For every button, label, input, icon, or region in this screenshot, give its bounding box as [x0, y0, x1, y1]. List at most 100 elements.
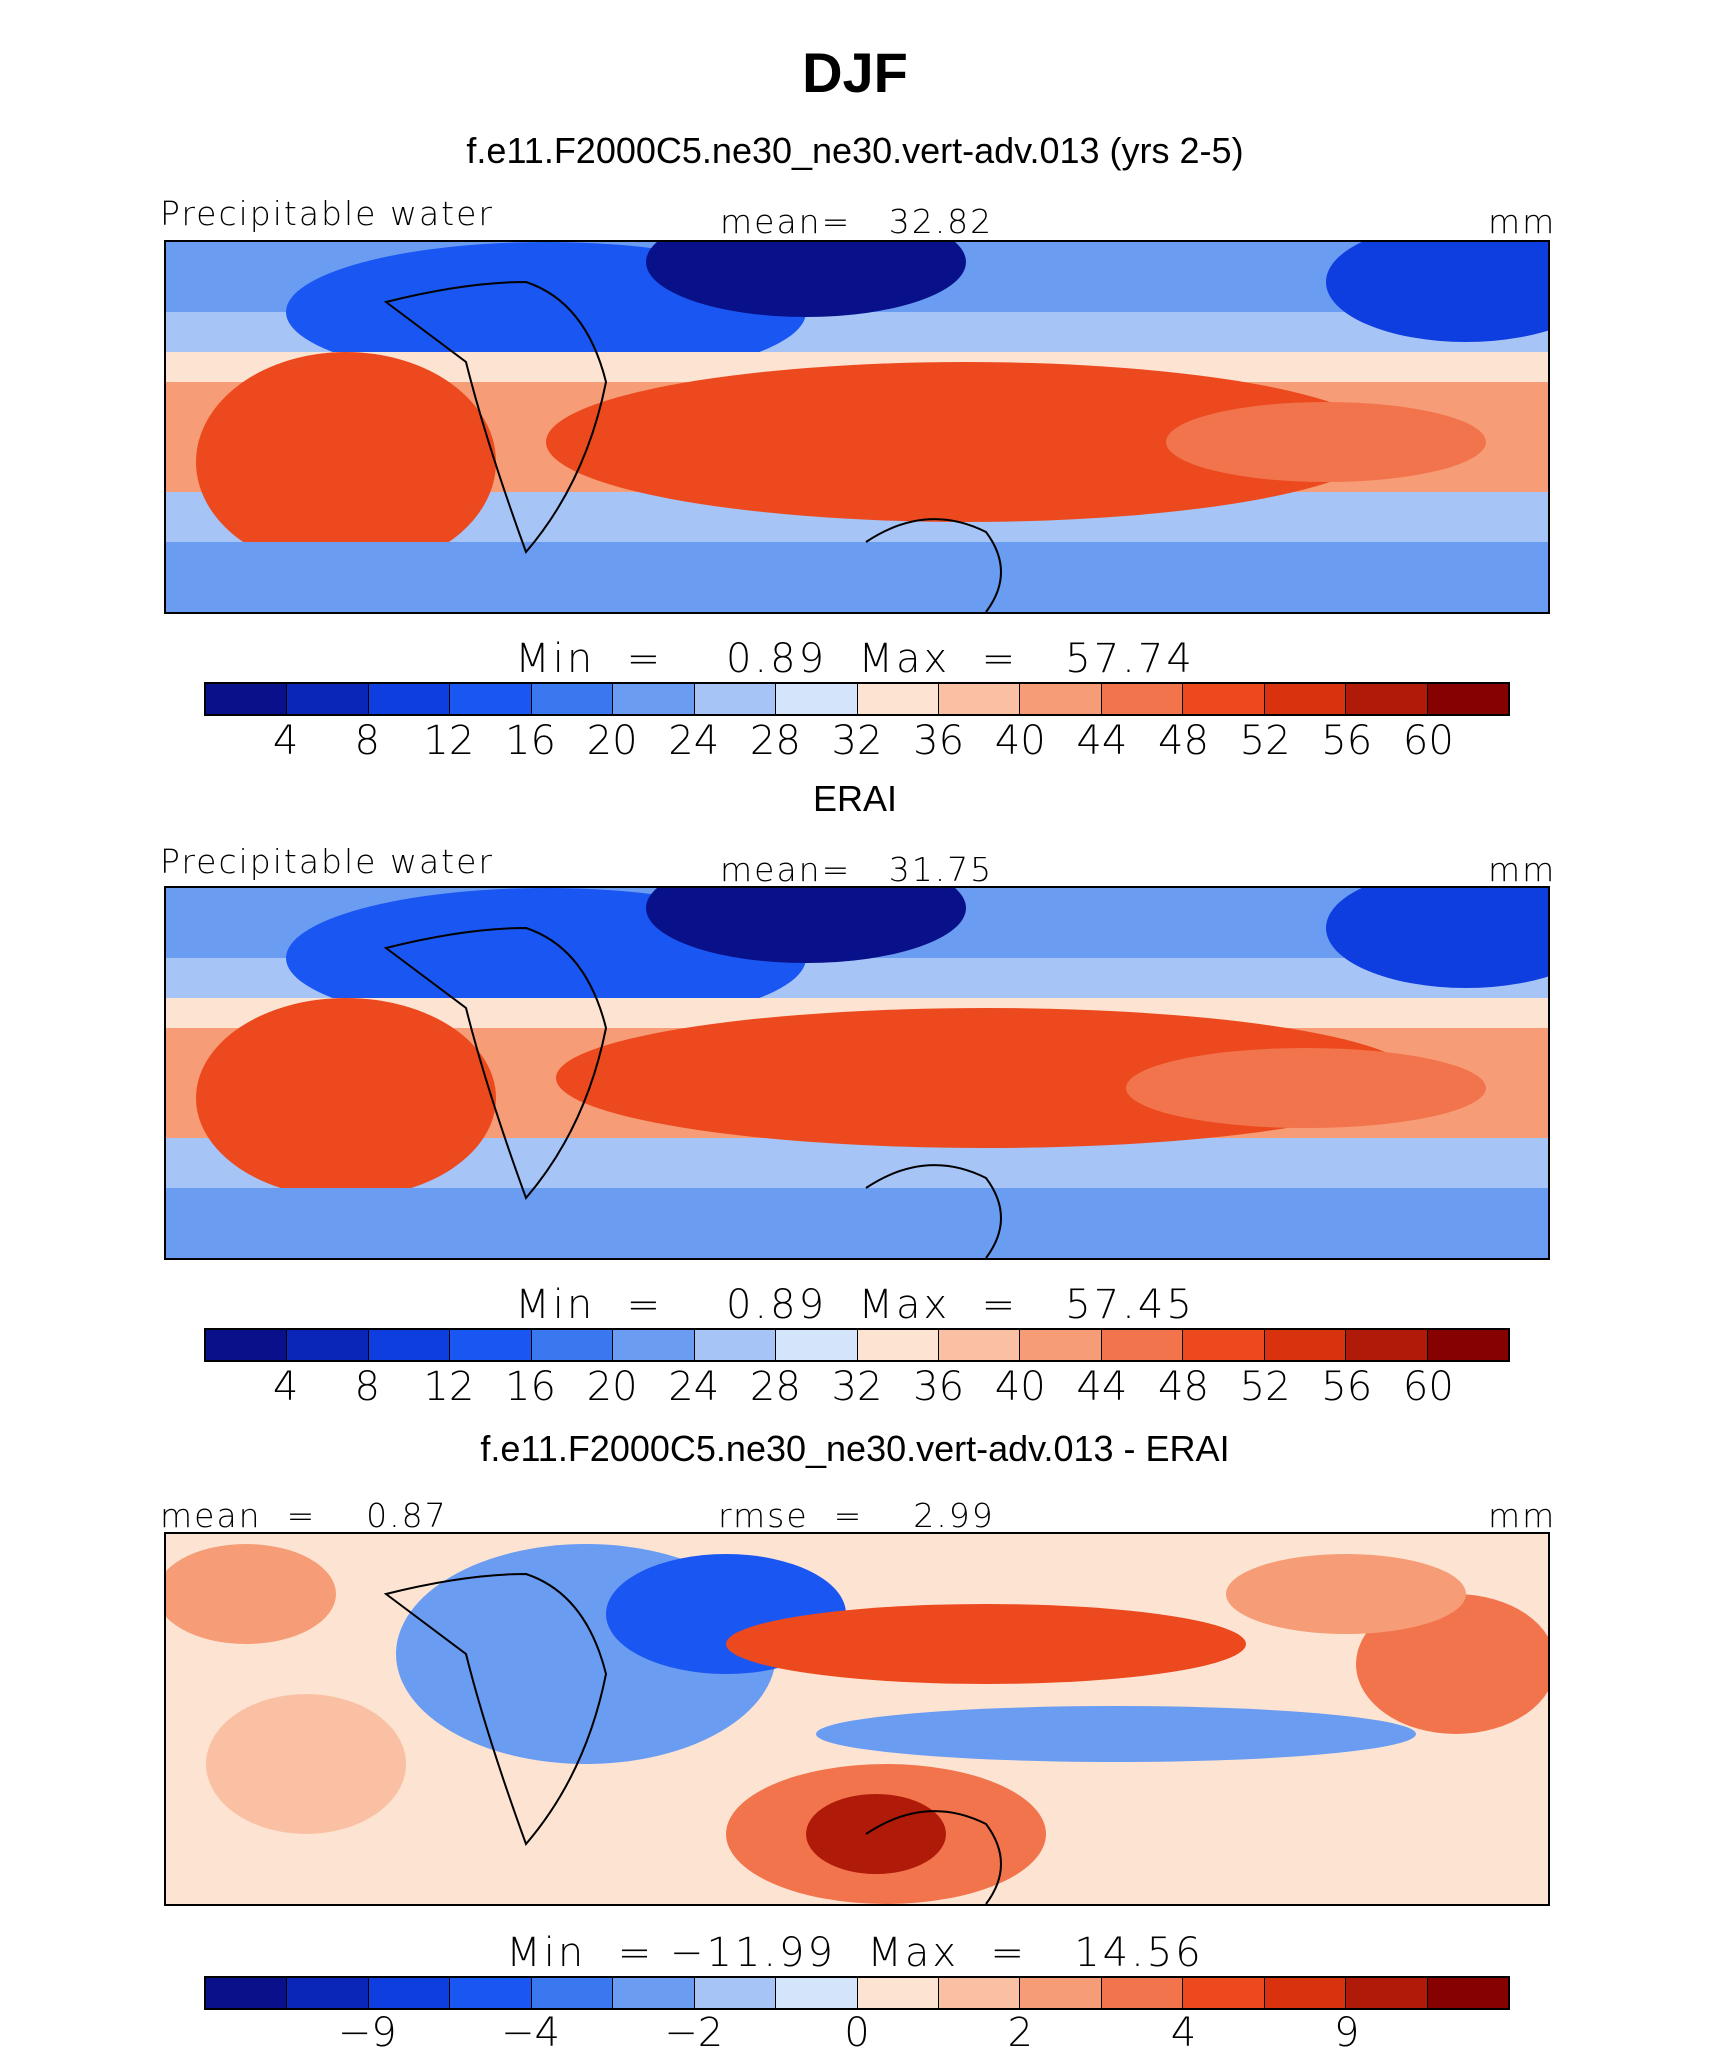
panel-2-variable-label: Precipitable water	[160, 842, 494, 881]
panel-3-max-label: Max =	[867, 1930, 1028, 1976]
colorbar-tick-label: 4	[272, 718, 299, 764]
panel-3-colorbar	[204, 1976, 1510, 2010]
colorbar-segment	[368, 684, 451, 714]
colorbar-tick-label: 56	[1321, 1364, 1373, 1410]
colorbar-segment	[206, 1330, 288, 1360]
panel-2-max-value: 57.45	[1065, 1282, 1195, 1328]
panel-1-units-label: mm	[1488, 202, 1557, 241]
colorbar-segment	[1346, 1330, 1428, 1360]
colorbar-tick-label: 0	[844, 2010, 870, 2056]
panel-3-units-label: mm	[1488, 1496, 1557, 1535]
colorbar-tick-label: 20	[586, 718, 638, 764]
colorbar-segment	[368, 1330, 451, 1360]
panel-1-max-label: Max =	[858, 636, 1019, 682]
colorbar-tick-label: 24	[668, 718, 720, 764]
panel-3-title: f.e11.F2000C5.ne30_ne30.vert-adv.013 - E…	[480, 1428, 1230, 1469]
colorbar-tick-label: 2	[1007, 2010, 1033, 2056]
panel-1-minmax: Min = 0.89 Max = 57.74	[0, 636, 1710, 682]
colorbar-segment	[531, 684, 614, 714]
panel-2-mean-label: mean= 31.75	[720, 850, 994, 889]
panel-2-colorbar-ticks: 4 8 12 16 20 24 28 32 36 40 44 48 52 56 60	[204, 1364, 1510, 1414]
colorbar-tick-label: 44	[1076, 718, 1128, 764]
colorbar-segment	[938, 1330, 1021, 1360]
colorbar-segment	[1346, 684, 1428, 714]
colorbar-segment	[857, 1978, 939, 2008]
colorbar-segment	[1427, 684, 1508, 714]
panel-2-minmax: Min = 0.89 Max = 57.45	[0, 1282, 1710, 1328]
colorbar-segment	[206, 1978, 288, 2008]
panel-1-variable-label: Precipitable water	[160, 194, 494, 233]
colorbar-segment	[287, 1978, 369, 2008]
colorbar-tick-label: 32	[831, 718, 883, 764]
panel-1-min-label: Min =	[515, 636, 664, 682]
colorbar-segment	[450, 1330, 532, 1360]
colorbar-segment	[857, 684, 939, 714]
panel-2-units-label: mm	[1488, 850, 1557, 889]
panel-3-minmax: Min = −11.99 Max = 14.56	[0, 1930, 1710, 1976]
colorbar-segment	[368, 1978, 451, 2008]
panel-3-colorbar-ticks: −9 −4 −2 0 2 4 9	[204, 2010, 1510, 2060]
colorbar-segment	[938, 684, 1021, 714]
colorbar-segment	[776, 684, 858, 714]
colorbar-tick-label: −9	[337, 2010, 397, 2056]
colorbar-segment	[287, 1330, 369, 1360]
colorbar-segment	[938, 1978, 1021, 2008]
colorbar-segment	[776, 1978, 858, 2008]
colorbar-segment	[1183, 1330, 1265, 1360]
colorbar-segment	[531, 1978, 614, 2008]
colorbar-segment	[1020, 1330, 1102, 1360]
colorbar-segment	[1020, 684, 1102, 714]
colorbar-segment	[1101, 1330, 1184, 1360]
colorbar-tick-label: 32	[831, 1364, 883, 1410]
colorbar-tick-label: 56	[1321, 718, 1373, 764]
colorbar-segment	[1427, 1978, 1508, 2008]
panel-3-mean-label: mean = 0.87	[160, 1496, 448, 1535]
panel-2-map	[164, 886, 1550, 1260]
colorbar-segment	[694, 684, 777, 714]
colorbar-tick-label: 44	[1076, 1364, 1128, 1410]
colorbar-segment	[287, 684, 369, 714]
colorbar-tick-label: 8	[354, 1364, 380, 1410]
colorbar-segment	[613, 684, 695, 714]
colorbar-segment	[206, 684, 288, 714]
panel-1-contour-field	[166, 242, 1548, 612]
panel-1-title: f.e11.F2000C5.ne30_ne30.vert-adv.013 (yr…	[466, 130, 1244, 171]
colorbar-tick-label: 60	[1402, 718, 1454, 764]
colorbar-tick-label: 12	[423, 718, 475, 764]
colorbar-tick-label: 28	[749, 718, 801, 764]
colorbar-tick-label: 20	[586, 1364, 638, 1410]
panel-1-mean-label: mean= 32.82	[720, 202, 994, 241]
panel-1-min-value: 0.89	[725, 636, 828, 682]
colorbar-segment	[1427, 1330, 1508, 1360]
colorbar-segment	[1183, 1978, 1265, 2008]
colorbar-tick-label: 16	[505, 718, 556, 764]
colorbar-tick-label: 52	[1239, 1364, 1291, 1410]
panel-3-rmse-label: rmse = 2.99	[718, 1496, 995, 1535]
colorbar-tick-label: 40	[994, 718, 1046, 764]
colorbar-segment	[1346, 1978, 1428, 2008]
colorbar-tick-label: 28	[749, 1364, 801, 1410]
colorbar-tick-label: 60	[1402, 1364, 1454, 1410]
panel-2-colorbar	[204, 1328, 1510, 1362]
colorbar-tick-label: 36	[913, 718, 965, 764]
colorbar-segment	[1020, 1978, 1102, 2008]
colorbar-segment	[1264, 1330, 1347, 1360]
colorbar-segment	[613, 1330, 695, 1360]
colorbar-tick-label: 48	[1158, 718, 1209, 764]
panel-1-max-value: 57.74	[1065, 636, 1195, 682]
colorbar-segment	[1101, 1978, 1184, 2008]
panel-1-colorbar-ticks: 4 8 12 16 20 24 28 32 36 40 44 48 52 56 60	[204, 718, 1510, 768]
colorbar-tick-label: 52	[1239, 718, 1291, 764]
panel-2-min-label: Min =	[515, 1282, 664, 1328]
panel-1-colorbar	[204, 682, 1510, 716]
colorbar-segment	[613, 1978, 695, 2008]
colorbar-tick-label: 8	[354, 718, 380, 764]
colorbar-tick-label: 40	[994, 1364, 1046, 1410]
colorbar-segment	[1183, 684, 1265, 714]
colorbar-segment	[450, 684, 532, 714]
colorbar-segment	[1264, 1978, 1347, 2008]
colorbar-tick-label: 36	[913, 1364, 965, 1410]
panel-2-title: ERAI	[812, 778, 898, 819]
panel-3-max-value: 14.56	[1074, 1930, 1204, 1976]
colorbar-segment	[694, 1330, 777, 1360]
